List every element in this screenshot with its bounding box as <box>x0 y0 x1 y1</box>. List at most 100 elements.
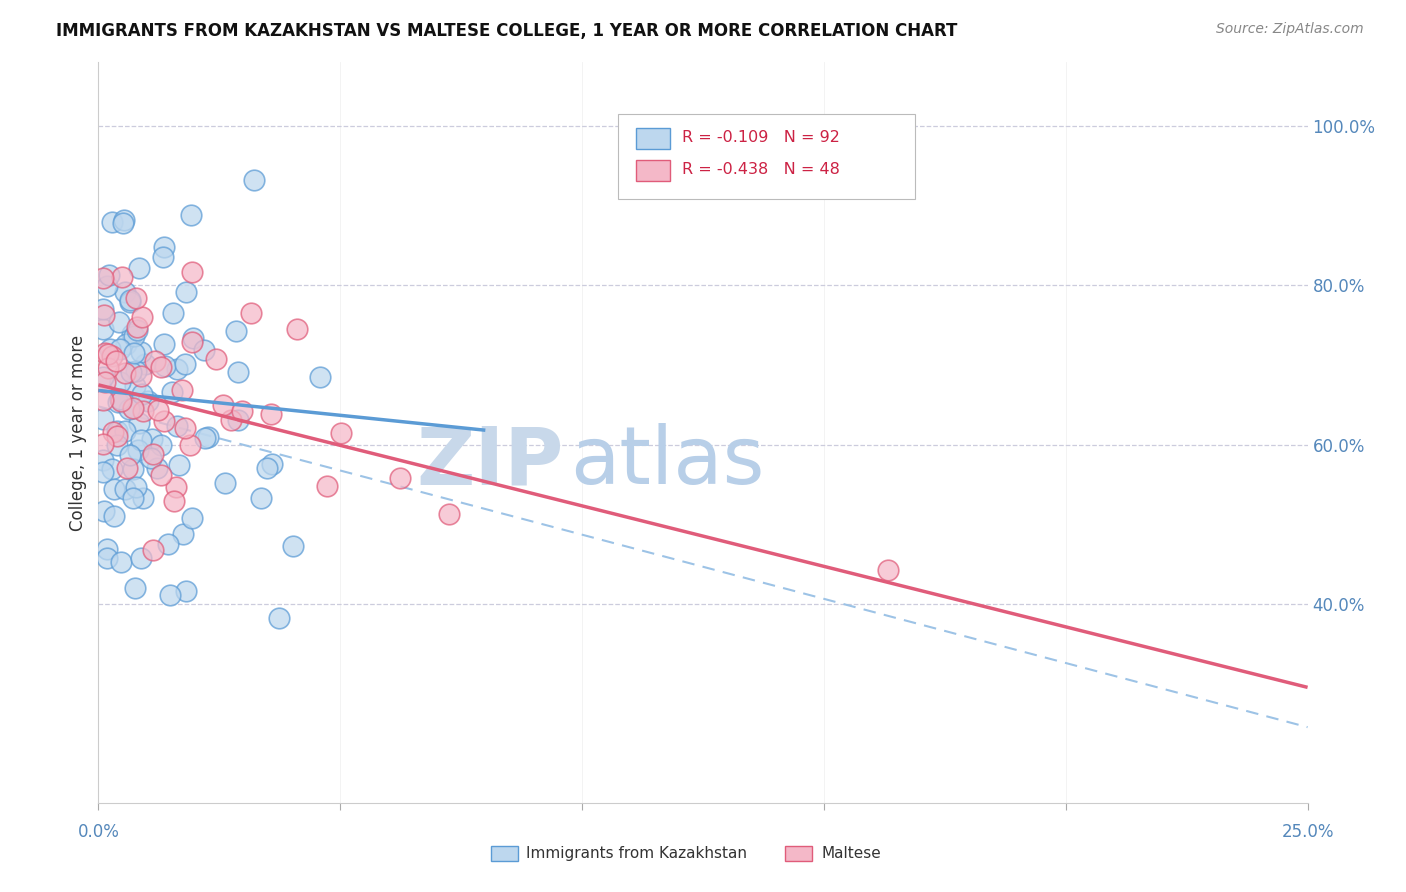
Point <box>122 329 145 343</box>
Point <box>163 493 186 508</box>
Point <box>122 345 145 359</box>
Point <box>180 265 202 279</box>
Point <box>181 511 204 525</box>
Point <box>128 261 150 276</box>
Point <box>103 483 125 497</box>
Point <box>91 466 114 480</box>
Point <box>110 555 132 569</box>
Point <box>174 584 197 599</box>
Point <box>131 368 153 383</box>
Point <box>101 425 124 439</box>
Point <box>315 479 337 493</box>
Point <box>173 421 195 435</box>
Point <box>128 416 150 430</box>
Point <box>114 424 136 438</box>
Point <box>262 458 284 472</box>
Point <box>260 407 283 421</box>
Point <box>146 461 169 475</box>
Point <box>122 462 145 476</box>
Point <box>108 315 131 329</box>
Point <box>131 433 153 447</box>
Point <box>112 213 135 227</box>
Point <box>226 365 249 379</box>
Point <box>149 438 172 452</box>
Point <box>149 468 172 483</box>
Point <box>111 269 134 284</box>
Point <box>110 375 132 389</box>
Point <box>91 437 114 451</box>
Point <box>91 271 114 285</box>
Point <box>124 581 146 595</box>
Point <box>124 480 146 494</box>
Point <box>97 268 120 282</box>
Point <box>143 354 166 368</box>
Point <box>118 293 141 307</box>
Point <box>97 346 120 360</box>
FancyBboxPatch shape <box>785 846 811 861</box>
Point <box>103 509 125 524</box>
Point <box>136 394 159 409</box>
Point <box>141 432 163 446</box>
Point <box>114 482 136 496</box>
Point <box>231 404 253 418</box>
Point <box>167 458 190 473</box>
Point <box>152 337 174 351</box>
Point <box>139 451 162 466</box>
Point <box>108 342 131 356</box>
Point <box>131 310 153 324</box>
Point <box>172 383 194 397</box>
Point <box>166 361 188 376</box>
Point <box>93 503 115 517</box>
Text: R = -0.438   N = 48: R = -0.438 N = 48 <box>682 162 841 178</box>
Point <box>437 507 460 521</box>
Point <box>121 326 143 341</box>
Point <box>127 442 149 457</box>
Point <box>877 563 900 577</box>
Point <box>105 437 128 451</box>
Point <box>226 413 249 427</box>
Point <box>219 413 242 427</box>
Point <box>94 346 117 360</box>
Point <box>240 306 263 320</box>
Text: IMMIGRANTS FROM KAZAKHSTAN VS MALTESE COLLEGE, 1 YEAR OR MORE CORRELATION CHART: IMMIGRANTS FROM KAZAKHSTAN VS MALTESE CO… <box>56 22 957 40</box>
Point <box>91 301 114 316</box>
Point <box>108 392 131 406</box>
Point <box>115 461 138 475</box>
Text: Immigrants from Kazakhstan: Immigrants from Kazakhstan <box>526 846 748 861</box>
Point <box>181 331 204 345</box>
Point <box>93 308 115 322</box>
Text: Source: ZipAtlas.com: Source: ZipAtlas.com <box>1216 22 1364 37</box>
Point <box>127 319 149 334</box>
Point <box>212 398 235 412</box>
Point <box>91 412 114 426</box>
Point <box>174 357 197 371</box>
FancyBboxPatch shape <box>637 161 671 181</box>
Point <box>162 306 184 320</box>
Point <box>256 461 278 475</box>
Point <box>115 337 138 351</box>
Point <box>120 365 142 379</box>
Point <box>110 394 132 409</box>
Point <box>125 364 148 378</box>
Point <box>180 208 202 222</box>
Point <box>96 551 118 566</box>
Point <box>96 279 118 293</box>
Point <box>131 550 153 565</box>
Point <box>97 361 120 376</box>
Point <box>101 462 124 476</box>
Point <box>111 216 134 230</box>
Point <box>193 343 215 358</box>
Point <box>165 480 187 494</box>
Point <box>124 378 146 392</box>
Point <box>205 352 228 367</box>
FancyBboxPatch shape <box>619 114 915 200</box>
Point <box>194 431 217 445</box>
Point <box>122 401 145 415</box>
Point <box>156 536 179 550</box>
Point <box>105 424 128 438</box>
Point <box>91 322 114 336</box>
Point <box>122 491 145 505</box>
Point <box>309 370 332 384</box>
Text: 25.0%: 25.0% <box>1281 822 1334 840</box>
Point <box>242 173 264 187</box>
